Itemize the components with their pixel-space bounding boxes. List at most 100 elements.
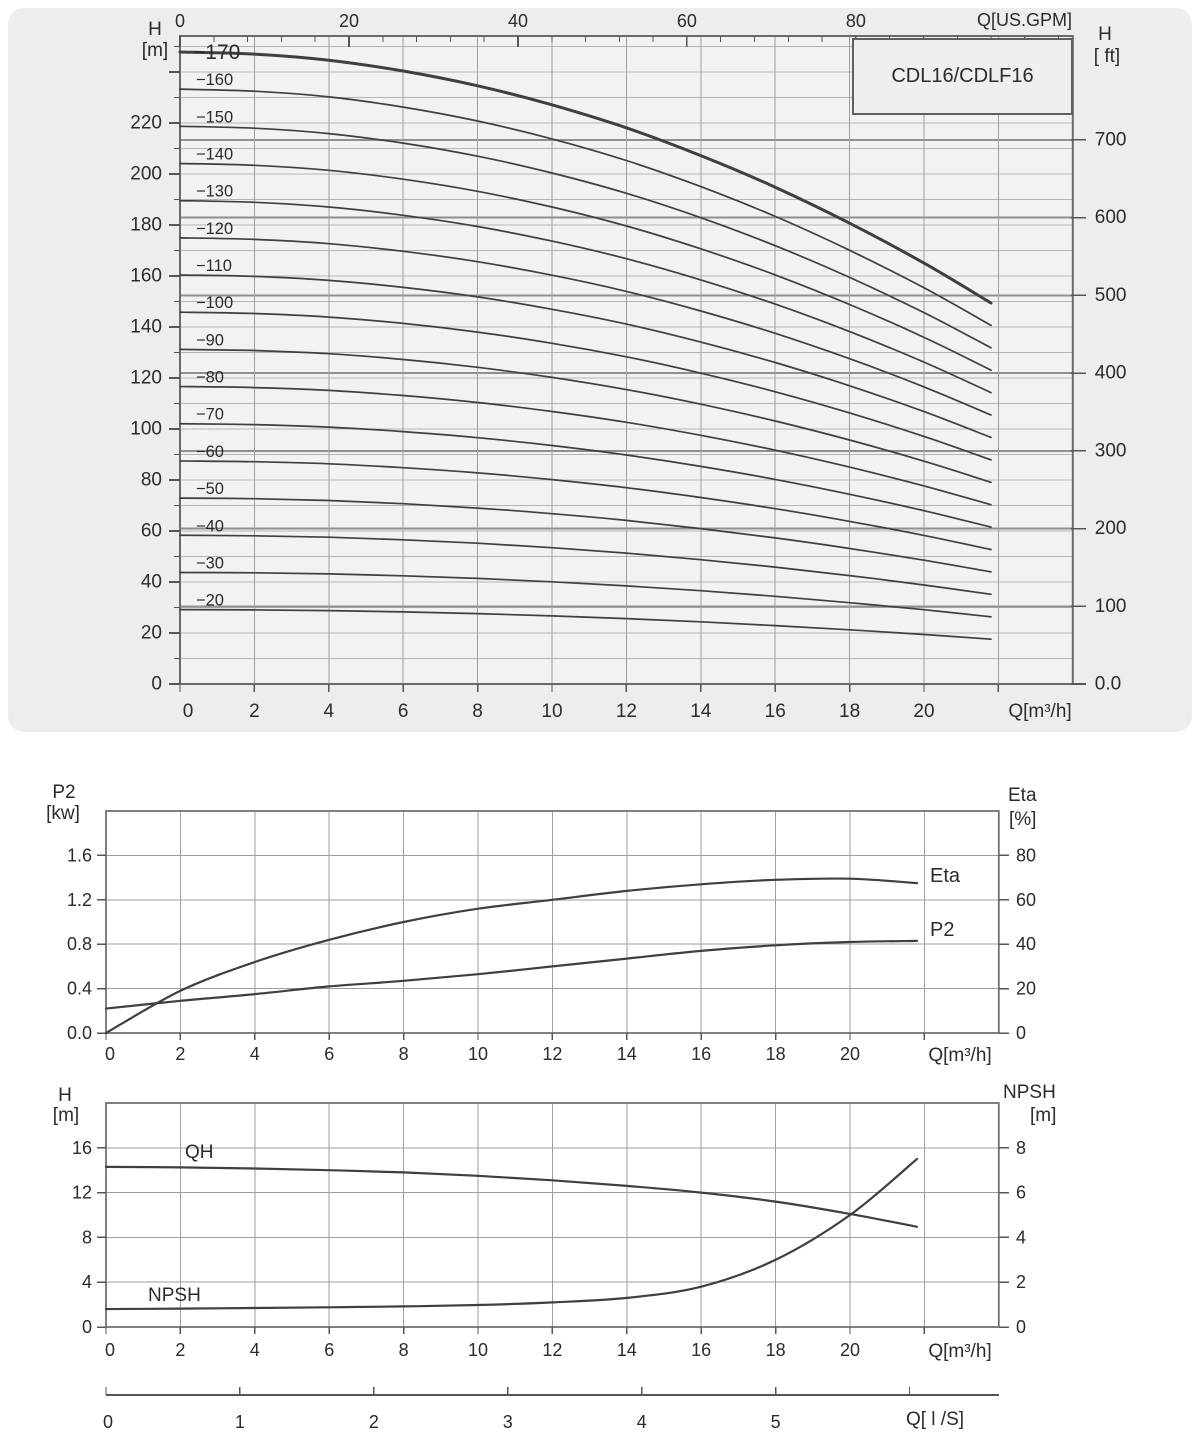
pump-curve-label: −140: [196, 145, 233, 163]
bot-y-left-tick-label: 0: [82, 1317, 92, 1337]
mid-x-axis-title: Q[m³/h]: [928, 1045, 992, 1066]
bot-y-right-tick-label: 4: [1016, 1227, 1026, 1247]
pump-curve-minus170: [178, 50, 993, 305]
top-y-right-title-symbol: H: [1098, 24, 1112, 45]
pump-curve-label: −90: [196, 331, 224, 349]
bot-y-right-title-unit: [m]: [1030, 1105, 1057, 1126]
top-x-tick-label: 6: [398, 701, 409, 722]
bot-y-right-title-symbol: NPSH: [1003, 1082, 1056, 1103]
pump-curve-minus120: [179, 237, 992, 416]
mid-y-right-tick-label: 80: [1016, 845, 1036, 865]
top-x-tick-label: 16: [765, 701, 786, 722]
pump-curve-label: −30: [196, 554, 224, 572]
pump-curve-minus80: [179, 385, 992, 506]
mid-y-right-tick-label: 60: [1016, 890, 1036, 910]
pump-curve-label: −150: [196, 108, 233, 126]
lps-tick-label: 5: [771, 1412, 781, 1432]
top-gpm-tick-label: 0: [175, 11, 185, 31]
pump-curve-label: −40: [196, 517, 224, 535]
top-y-right-title-unit: [ ft]: [1093, 46, 1121, 67]
bot-y-left-tick-label: 16: [72, 1138, 92, 1158]
top-x-tick-label: 0: [183, 701, 194, 722]
top-y-left-tick-label: 140: [130, 317, 162, 338]
top-x-tick-label: 2: [249, 701, 260, 722]
lps-tick-label: 4: [637, 1412, 647, 1432]
pump-curve-label: −160: [196, 71, 233, 89]
bot-y-left-tick-label: 12: [72, 1183, 92, 1203]
top-y-left-tick-label: 200: [130, 164, 162, 185]
lps-axis-title: Q[ l /S]: [905, 1409, 965, 1430]
bot-x-tick-label: 14: [617, 1340, 637, 1360]
bot-x-tick-label: 8: [399, 1340, 409, 1360]
pump-curve-label: −20: [196, 592, 224, 610]
bot-x-tick-label: 12: [542, 1340, 562, 1360]
mid-x-tick-label: 16: [691, 1044, 711, 1064]
p2-curve-label: P2: [930, 919, 955, 941]
pump-curve-minus110: [179, 274, 992, 439]
bot-x-tick-label: 6: [324, 1340, 334, 1360]
bot-x-tick-label: 18: [766, 1340, 786, 1360]
top-y-right-tick-label: 100: [1095, 596, 1127, 617]
top-gpm-tick-label: 20: [339, 11, 359, 31]
top-x-tick-label: 18: [839, 701, 860, 722]
top-y-left-tick-label: 100: [130, 419, 162, 440]
pump-curve-minus60: [179, 460, 992, 551]
top-y-right-tick-label: 700: [1095, 129, 1127, 150]
npsh-curve: [104, 1157, 919, 1311]
top-x-top-axis-title: Q[US.GPM]: [976, 10, 1072, 30]
top-y-right-tick-label: 600: [1095, 207, 1127, 228]
bot-y-right-tick-label: 0: [1016, 1317, 1026, 1337]
bot-x-tick-label: 16: [691, 1340, 711, 1360]
mid-x-tick-label: 18: [766, 1044, 786, 1064]
bot-y-left-title-unit: [m]: [52, 1105, 80, 1126]
mid-y-left-tick-label: 0.0: [67, 1023, 92, 1043]
top-y-right-tick-label: 0.0: [1095, 674, 1121, 695]
bot-x-tick-label: 0: [105, 1340, 115, 1360]
top-x-tick-label: 20: [913, 701, 934, 722]
bot-x-tick-label: 20: [840, 1340, 860, 1360]
pump-curve-label: −130: [196, 183, 233, 201]
model-label: CDL16/CDLF16: [891, 65, 1034, 87]
mid-y-right-title-symbol: Eta: [1008, 785, 1037, 806]
top-y-right-tick-label: 300: [1095, 440, 1127, 461]
top-y-left-tick-label: 40: [141, 572, 162, 593]
pump-curve-label: −70: [196, 406, 224, 424]
top-x-tick-label: 12: [616, 701, 637, 722]
qh-curve-label: QH: [185, 1142, 214, 1163]
pump-curve-label: −80: [196, 369, 224, 387]
top-y-left-tick-label: 0: [151, 674, 162, 695]
bot-y-left-tick-label: 4: [82, 1272, 92, 1292]
lps-tick-label: 0: [103, 1412, 113, 1432]
mid-y-left-tick-label: 0.8: [67, 934, 92, 954]
top-y-left-title-unit-symbol: H: [148, 19, 162, 40]
pump-curve-minus140: [179, 162, 992, 372]
pump-curve-minus70: [179, 422, 992, 528]
mid-y-right-tick-label: 20: [1016, 979, 1036, 999]
qh-curve: [104, 1165, 919, 1228]
pump-curve-minus150: [179, 125, 992, 349]
mid-x-tick-label: 4: [250, 1044, 260, 1064]
mid-x-tick-label: 0: [105, 1044, 115, 1064]
pump-curve-minus40: [179, 534, 992, 596]
top-x-tick-label: 8: [472, 701, 483, 722]
bot-y-right-tick-label: 8: [1016, 1138, 1026, 1158]
mid-x-tick-label: 20: [840, 1044, 860, 1064]
top-y-left-tick-label: 180: [130, 215, 162, 236]
pump-curve-label: −60: [196, 443, 224, 461]
bot-y-left-title-symbol: H: [58, 1085, 72, 1106]
bot-y-left-tick-label: 8: [82, 1227, 92, 1247]
pump-curve-label: −110: [196, 257, 232, 275]
lps-tick-label: 2: [369, 1412, 379, 1432]
bot-y-right-tick-label: 2: [1016, 1272, 1026, 1292]
p2-curve: [104, 939, 919, 1010]
mid-x-tick-label: 2: [175, 1044, 185, 1064]
top-gpm-tick-label: 80: [846, 11, 866, 31]
mid-y-left-title-symbol: P2: [52, 782, 76, 803]
pump-curve-minus90: [179, 348, 992, 484]
mid-x-tick-label: 6: [324, 1044, 334, 1064]
lps-tick-label: 3: [503, 1412, 513, 1432]
mid-y-right-tick-label: 0: [1016, 1023, 1026, 1043]
top-y-left-tick-label: 80: [141, 470, 162, 491]
top-y-left-tick-label: 220: [130, 113, 162, 134]
